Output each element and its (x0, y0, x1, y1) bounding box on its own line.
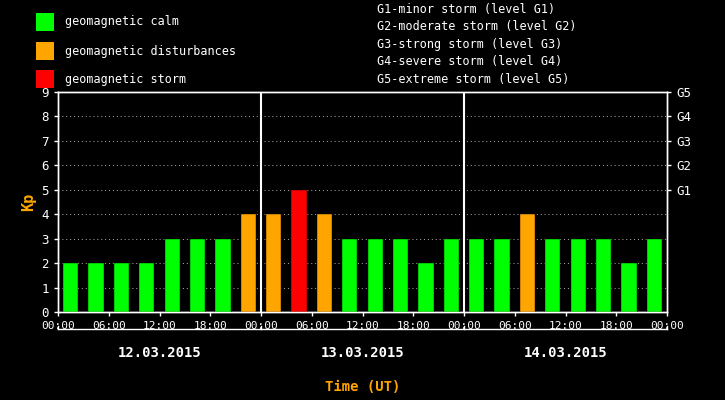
Text: G3-strong storm (level G3): G3-strong storm (level G3) (377, 38, 563, 51)
Bar (368, 239, 383, 312)
Text: Time (UT): Time (UT) (325, 380, 400, 394)
Bar (266, 214, 281, 312)
Text: geomagnetic storm: geomagnetic storm (65, 73, 186, 86)
Bar (596, 239, 611, 312)
Text: 12.03.2015: 12.03.2015 (117, 346, 202, 360)
Bar (342, 239, 357, 312)
Bar (621, 263, 637, 312)
Bar (139, 263, 154, 312)
Bar (190, 239, 205, 312)
Bar (114, 263, 129, 312)
Text: geomagnetic disturbances: geomagnetic disturbances (65, 44, 236, 58)
Bar (469, 239, 484, 312)
Bar (165, 239, 180, 312)
Bar (444, 239, 459, 312)
Text: G5-extreme storm (level G5): G5-extreme storm (level G5) (377, 73, 569, 86)
Bar (317, 214, 332, 312)
Bar (63, 263, 78, 312)
Bar (647, 239, 662, 312)
Bar (494, 239, 510, 312)
Bar (241, 214, 256, 312)
Bar (418, 263, 434, 312)
Bar (36, 42, 54, 60)
Text: G2-moderate storm (level G2): G2-moderate storm (level G2) (377, 20, 576, 33)
Text: 14.03.2015: 14.03.2015 (523, 346, 608, 360)
Bar (215, 239, 231, 312)
Text: geomagnetic calm: geomagnetic calm (65, 16, 179, 28)
Bar (545, 239, 560, 312)
Text: G4-severe storm (level G4): G4-severe storm (level G4) (377, 56, 563, 68)
Bar (36, 13, 54, 31)
Bar (88, 263, 104, 312)
Bar (520, 214, 535, 312)
Y-axis label: Kp: Kp (21, 193, 36, 211)
Bar (571, 239, 586, 312)
Text: 13.03.2015: 13.03.2015 (320, 346, 405, 360)
Text: G1-minor storm (level G1): G1-minor storm (level G1) (377, 3, 555, 16)
Bar (36, 70, 54, 88)
Bar (291, 190, 307, 312)
Bar (393, 239, 408, 312)
